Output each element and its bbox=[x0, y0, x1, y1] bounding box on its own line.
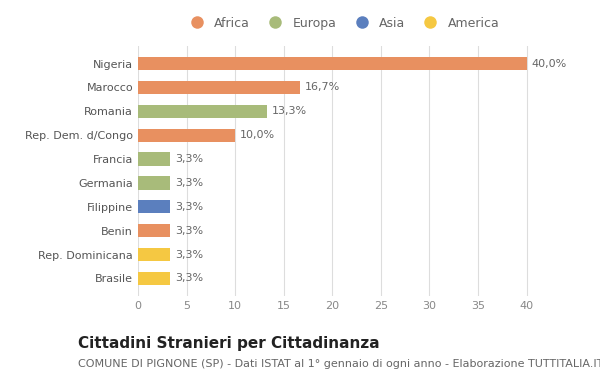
Text: 3,3%: 3,3% bbox=[175, 178, 203, 188]
Text: 13,3%: 13,3% bbox=[272, 106, 307, 116]
Bar bbox=[138, 200, 170, 214]
Bar bbox=[138, 128, 235, 142]
Text: 3,3%: 3,3% bbox=[175, 202, 203, 212]
Text: 16,7%: 16,7% bbox=[305, 82, 340, 92]
Text: COMUNE DI PIGNONE (SP) - Dati ISTAT al 1° gennaio di ogni anno - Elaborazione TU: COMUNE DI PIGNONE (SP) - Dati ISTAT al 1… bbox=[78, 359, 600, 369]
Text: 3,3%: 3,3% bbox=[175, 274, 203, 283]
Bar bbox=[138, 152, 170, 166]
Text: Cittadini Stranieri per Cittadinanza: Cittadini Stranieri per Cittadinanza bbox=[78, 336, 380, 351]
Text: 10,0%: 10,0% bbox=[240, 130, 275, 140]
Bar bbox=[138, 81, 300, 94]
Bar bbox=[138, 57, 527, 70]
Text: 3,3%: 3,3% bbox=[175, 250, 203, 260]
Text: 40,0%: 40,0% bbox=[532, 59, 566, 68]
Legend: Africa, Europa, Asia, America: Africa, Europa, Asia, America bbox=[184, 17, 500, 30]
Text: 3,3%: 3,3% bbox=[175, 226, 203, 236]
Bar bbox=[138, 176, 170, 190]
Bar bbox=[138, 248, 170, 261]
Text: 3,3%: 3,3% bbox=[175, 154, 203, 164]
Bar bbox=[138, 224, 170, 237]
Bar bbox=[138, 272, 170, 285]
Bar bbox=[138, 105, 267, 118]
